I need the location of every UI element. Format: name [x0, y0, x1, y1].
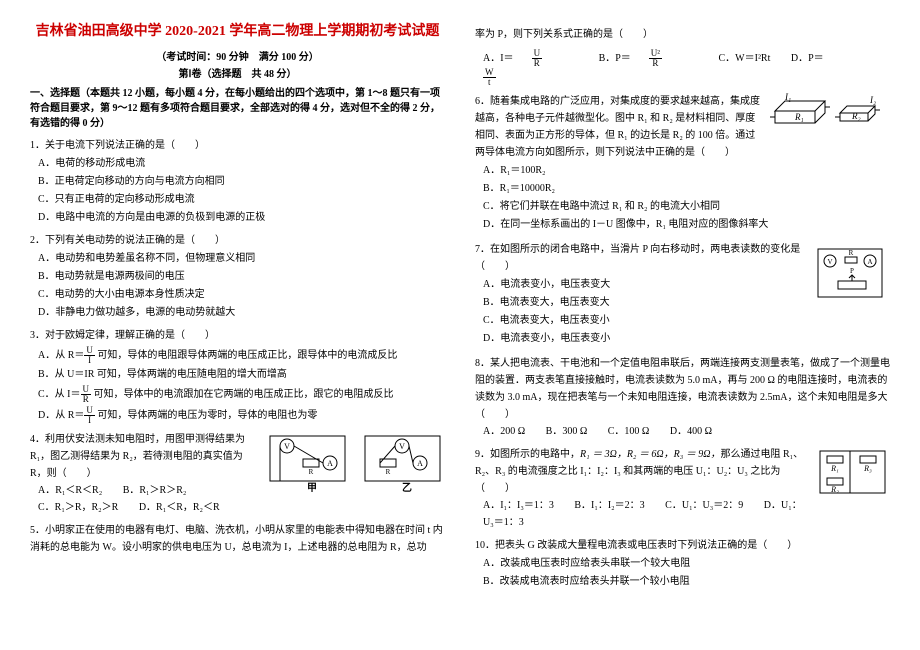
q8-optC: C．100 Ω [608, 426, 650, 437]
svg-text:A: A [417, 459, 423, 468]
q2-optA: A．电动势和电势差虽名称不同，但物理意义相同 [38, 251, 445, 267]
q5-options: A．I＝UR B．P＝U²R C．W＝I²Rt D．P＝Wt [483, 49, 890, 87]
q3-optB: B．从 U＝IR 可知，导体两端的电压随电阻的增大而增高 [38, 367, 445, 383]
q10: 10．把表头 G 改装成大量程电流表或电压表时下列说法正确的是（ ） A．改装成… [475, 537, 890, 590]
q1-optD: D．电路中电流的方向是由电源的负极到电源的正极 [38, 210, 445, 226]
circuit-icon: V R A 甲 V R A 乙 [265, 431, 445, 496]
q6-optC: C．将它们并联在电路中流过 R₁ 和 R₂ 的电流大小相同 [483, 199, 890, 215]
q3-A-pre: A．从 R＝ [38, 350, 84, 361]
q7: P V A R 7．在如图所示的闭合电路中，当滑片 P 向右移动时，两电表读数的… [475, 241, 890, 349]
svg-text:V: V [399, 442, 405, 451]
svg-text:I₁: I₁ [784, 93, 791, 102]
q9-figure: R₁ R₂ R₃ [815, 446, 890, 507]
q8-optB: B．300 Ω [546, 426, 588, 437]
svg-text:I₂: I₂ [869, 95, 876, 105]
q6: R₁ I₁ R₂ I₂ 6．随着集成电路的广泛应用，对集成度的要求越来越高，集成… [475, 93, 890, 235]
q3-D-pre: D．从 R＝ [38, 410, 84, 421]
q6-optD: D．在同一坐标系画出的 I－U 图像中，R₁ 电阻对应的图像斜率大 [483, 217, 890, 233]
q4-figure: V R A 甲 V R A 乙 [265, 431, 445, 502]
q4-optB: B．R₁＞R＞R₂ [123, 485, 187, 496]
svg-text:R₁: R₁ [830, 464, 839, 473]
q2-optB: B．电动势就是电源两极间的电压 [38, 269, 445, 285]
q1-optB: B．正电荷定向移动的方向与电流方向相同 [38, 174, 445, 190]
svg-text:R₂: R₂ [851, 111, 861, 121]
q6-figure: R₁ I₁ R₂ I₂ [770, 93, 890, 154]
q3-optD: D．从 R＝UI 可知，导体两端的电压为零时，导体的电阻也为零 [38, 406, 445, 425]
frac-icon: UI [84, 406, 95, 425]
svg-text:R: R [849, 249, 854, 257]
q8: 8．某人把电流表、干电池和一个定值电阻串联后，两端连接两支测量表笔，做成了一个测… [475, 355, 890, 440]
q3-stem: 3．对于欧姆定律，理解正确的是（ ） [30, 327, 445, 344]
svg-text:R₃: R₃ [863, 464, 872, 473]
svg-text:A: A [867, 258, 872, 266]
q3-D-post: 可知，导体两端的电压为零时，导体的电阻也为零 [95, 410, 318, 421]
q3-A-post: 可知，导体的电阻跟导体两端的电压成正比，跟导体中的电流成反比 [95, 350, 398, 361]
q1-optC: C．只有正电荷的定向移动形成电流 [38, 192, 445, 208]
page-title: 吉林省油田高级中学 2020-2021 学年高二物理上学期期初考试试题 [30, 20, 445, 40]
frac-icon: U²R [649, 49, 680, 68]
frac-icon: Wt [483, 68, 514, 87]
section1-head: 一、选择题（本题共 12 小题，每小题 4 分，在每小题给出的四个选项中，第 1… [30, 86, 445, 131]
q1-optA: A．电荷的移动形成电流 [38, 156, 445, 172]
q1-stem: 1．关于电流下列说法正确的是（ ） [30, 137, 445, 154]
q8-options: A．200 Ω B．300 Ω C．100 Ω D．400 Ω [483, 423, 890, 440]
q3: 3．对于欧姆定律，理解正确的是（ ） A．从 R＝UI 可知，导体的电阻跟导体两… [30, 327, 445, 425]
frac-icon: UR [532, 49, 561, 68]
q4: V R A 甲 V R A 乙 4．利用伏安法测未知电阻时，用 [30, 431, 445, 516]
q10-optB: B．改装成电流表时应给表头并联一个较小电阻 [483, 574, 890, 590]
svg-text:R: R [309, 468, 314, 476]
q5-stem: 5．小明家正在使用的电器有电灯、电脑、洗衣机，小明从家里的电能表中得知电器在时间… [30, 522, 445, 556]
q10-stem: 10．把表头 G 改装成大量程电流表或电压表时下列说法正确的是（ ） [475, 537, 890, 554]
frac-icon: UI [84, 346, 95, 365]
q7-optC: C．电流表变大，电压表变小 [483, 313, 890, 329]
q3-optC: C．从 I＝UR 可知，导体中的电流跟加在它两端的电压成正比，跟它的电阻成反比 [38, 385, 445, 404]
q9-optC: C．U₁：U₃＝2：9 [665, 500, 743, 511]
svg-text:V: V [284, 442, 290, 451]
slider-circuit-icon: P V A R [810, 241, 890, 306]
exam-info: （考试时间：90 分钟 满分 100 分） [30, 48, 445, 63]
q3-C-pre: C．从 I＝ [38, 389, 81, 400]
svg-text:R: R [386, 468, 391, 476]
part1-head: 第Ⅰ卷（选择题 共 48 分） [30, 65, 445, 80]
svg-text:A: A [327, 459, 333, 468]
q4-optA: A．R₁＜R＜R₂ [38, 485, 102, 496]
q2: 2．下列有关电动势的说法正确的是（ ） A．电动势和电势差虽名称不同，但物理意义… [30, 232, 445, 321]
svg-text:甲: 甲 [307, 482, 317, 494]
q8-stem: 8．某人把电流表、干电池和一个定值电阻串联后，两端连接两支测量表笔，做成了一个测… [475, 355, 890, 423]
svg-text:乙: 乙 [402, 482, 412, 494]
svg-text:R₁: R₁ [794, 112, 804, 122]
q1: 1．关于电流下列说法正确的是（ ） A．电荷的移动形成电流 B．正电荷定向移动的… [30, 137, 445, 226]
q6-optA: A．R₁＝100R₂ [483, 163, 890, 179]
q4-optC: C．R₁＞R，R₂＞R [38, 502, 118, 513]
parallel-circuit-icon: R₁ R₂ R₃ [815, 446, 890, 501]
q2-stem: 2．下列有关电动势的说法正确的是（ ） [30, 232, 445, 249]
q3-C-post: 可知，导体中的电流跟加在它两端的电压成正比，跟它的电阻成反比 [91, 389, 394, 400]
q8-optA: A．200 Ω [483, 426, 525, 437]
q5-optC: C．W＝I²Rt [719, 53, 771, 64]
q9-optB: B．I₁：I₂＝2：3 [574, 500, 644, 511]
svg-text:V: V [827, 258, 832, 266]
q2-optC: C．电动势的大小由电源本身性质决定 [38, 287, 445, 303]
q10-optA: A．改装成电压表时应给表头串联一个较大电阻 [483, 556, 890, 572]
q5-optB: B．P＝U²R [599, 53, 698, 64]
q7-optD: D．电流表变小，电压表变小 [483, 331, 890, 347]
frac-icon: UR [81, 385, 92, 404]
q7-figure: P V A R [810, 241, 890, 312]
resistor-blocks-icon: R₁ I₁ R₂ I₂ [770, 93, 890, 148]
q5-optA: A．I＝UR [483, 53, 578, 64]
q9-optA: A．I₁：I₃＝1：3 [483, 500, 554, 511]
q2-optD: D．非静电力做功越多，电源的电动势就越大 [38, 305, 445, 321]
svg-text:R₂: R₂ [830, 485, 839, 494]
q8-optD: D．400 Ω [670, 426, 712, 437]
svg-text:P: P [850, 267, 854, 275]
q9: R₁ R₂ R₃ 9．如图所示的电路中，R₁ ＝ 3Ω，R₂ ＝ 6Ω，R₃ ＝… [475, 446, 890, 531]
q3-optA: A．从 R＝UI 可知，导体的电阻跟导体两端的电压成正比，跟导体中的电流成反比 [38, 346, 445, 365]
q4-optD: D．R₁＜R，R₂＜R [139, 502, 220, 513]
q5-cont: 率为 P，则下列关系式正确的是（ ） [475, 26, 890, 43]
q6-optB: B．R₁＝10000R₂ [483, 181, 890, 197]
